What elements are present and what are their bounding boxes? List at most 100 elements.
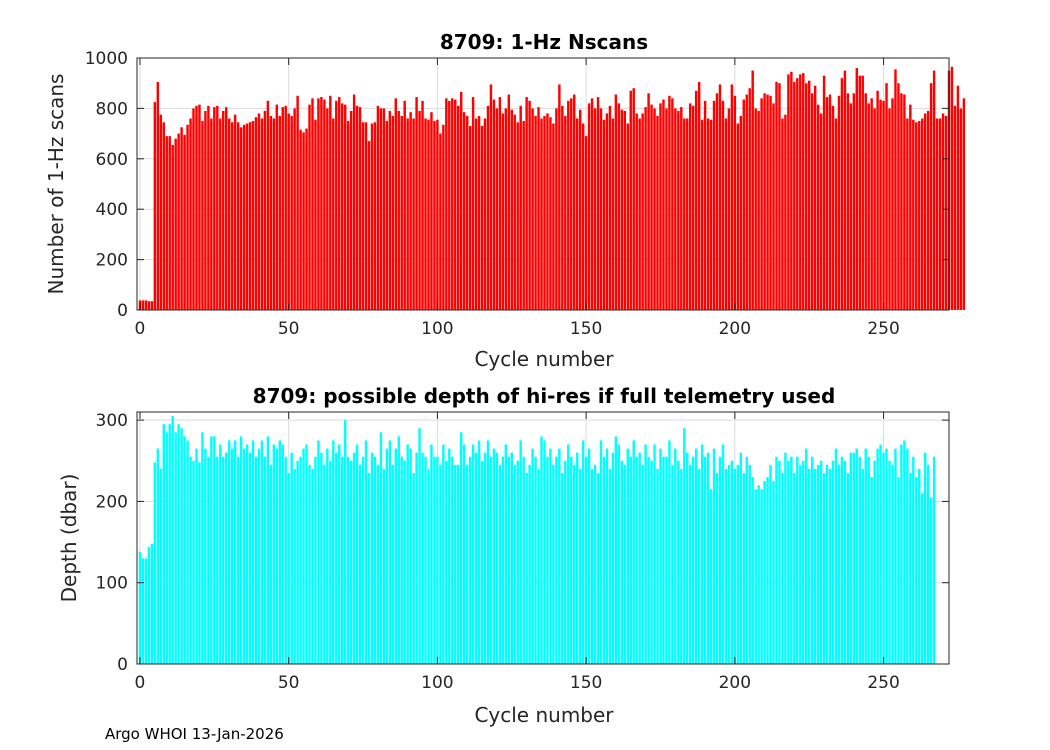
depth-bar: [138, 551, 142, 664]
depth-bar: [923, 452, 927, 664]
nscans-bar: [754, 108, 757, 311]
depth-bar: [650, 460, 653, 664]
depth-bar: [424, 456, 427, 664]
depth-bar: [724, 468, 728, 664]
nscans-bar: [522, 121, 525, 310]
nscans-bar: [709, 119, 713, 311]
depth-bar: [700, 444, 704, 664]
depth-xtick-label: 100: [421, 673, 453, 693]
nscans-bar: [204, 110, 207, 310]
depth-bar: [802, 460, 805, 664]
depth-bar: [665, 456, 668, 664]
depth-bar: [370, 452, 374, 664]
nscans-bar: [834, 118, 838, 310]
depth-bar: [602, 456, 606, 664]
depth-bar: [412, 472, 415, 664]
depth-bar: [677, 460, 680, 664]
depth-bar: [546, 456, 549, 664]
nscans-bar: [944, 115, 948, 311]
nscans-bar: [427, 119, 430, 311]
depth-bar: [442, 444, 445, 664]
nscans-bar: [510, 109, 513, 310]
depth-bar: [454, 464, 457, 664]
depth-bar: [391, 464, 395, 664]
nscans-bar: [293, 108, 296, 311]
depth-bar: [653, 444, 656, 664]
depth-bar: [674, 448, 677, 664]
nscans-bar: [272, 118, 276, 310]
nscans-bar: [290, 115, 293, 311]
nscans-bar: [918, 121, 921, 310]
depth-bar: [284, 456, 287, 664]
depth-bar: [305, 444, 308, 664]
nscans-bar: [141, 300, 145, 310]
nscans-bar: [430, 112, 433, 311]
depth-bar: [165, 432, 168, 664]
nscans-bar: [700, 119, 704, 311]
nscans-ytick-label: 1000: [85, 49, 128, 69]
nscans-ytick-label: 600: [96, 150, 128, 170]
nscans-ylabel: Number of 1-Hz scans: [44, 74, 68, 295]
depth-bar: [590, 468, 594, 664]
nscans-bar: [909, 104, 912, 311]
depth-bar: [471, 444, 475, 664]
depth-bar: [831, 460, 835, 664]
depth-bar: [227, 440, 231, 664]
depth-xtick-label: 200: [719, 673, 751, 693]
nscans-bar: [489, 84, 493, 311]
nscans-bar: [415, 97, 418, 310]
nscans-bar: [195, 105, 198, 310]
depth-bar: [659, 448, 662, 664]
nscans-bar: [629, 90, 632, 310]
nscans-bar: [486, 105, 490, 310]
depth-xtick-label: 250: [867, 673, 899, 693]
nscans-bar: [495, 108, 499, 311]
depth-bar: [293, 468, 296, 664]
depth-bar: [897, 477, 900, 664]
nscans-bar: [329, 95, 332, 310]
depth-bar: [204, 448, 207, 664]
nscans-bar: [534, 115, 537, 311]
nscans-bar: [180, 127, 183, 310]
nscans-ytick-label: 400: [96, 200, 128, 220]
nscans-bar: [424, 118, 427, 310]
nscans-bar: [397, 110, 400, 310]
depth-bar: [668, 440, 671, 664]
nscans-bar: [305, 128, 308, 310]
depth-bar: [769, 464, 772, 664]
depth-bar: [477, 440, 481, 664]
nscans-ticks: 0 200 400 600 800 1000 0 50 100 150 200 250: [85, 49, 949, 339]
nscans-bar: [552, 123, 555, 311]
nscans-ytick-label: 200: [96, 251, 128, 271]
nscans-bar: [921, 118, 924, 310]
depth-bar: [486, 440, 490, 664]
depth-bar: [287, 472, 290, 664]
depth-bar: [367, 472, 371, 664]
nscans-bar: [620, 109, 624, 310]
nscans-bar: [638, 118, 641, 310]
nscans-bars: [138, 66, 966, 311]
depth-bar: [314, 456, 317, 664]
depth-bar: [790, 456, 793, 664]
nscans-bar: [299, 129, 302, 310]
nscans-bar: [932, 70, 936, 310]
depth-bar: [385, 448, 389, 664]
depth-ylabel: Depth (dbar): [57, 474, 81, 603]
nscans-bar: [379, 108, 383, 311]
nscans-bar: [736, 123, 740, 311]
depth-bar: [445, 460, 448, 664]
nscans-bar: [584, 136, 588, 310]
depth-bar: [903, 440, 906, 664]
nscans-xtick-label: 200: [719, 319, 751, 339]
nscans-bar: [763, 93, 766, 310]
nscans-bar: [216, 105, 219, 310]
nscans-ytick-label: 800: [96, 99, 128, 119]
nscans-bar: [281, 107, 284, 310]
depth-bar: [796, 456, 799, 664]
depth-bar: [323, 464, 326, 664]
nscans-bar: [457, 105, 460, 310]
depth-bar: [251, 440, 255, 664]
depth-bar: [150, 543, 154, 664]
nscans-bar: [192, 108, 195, 311]
depth-chart: 8709: possible depth of hi-res if full t…: [57, 384, 950, 727]
